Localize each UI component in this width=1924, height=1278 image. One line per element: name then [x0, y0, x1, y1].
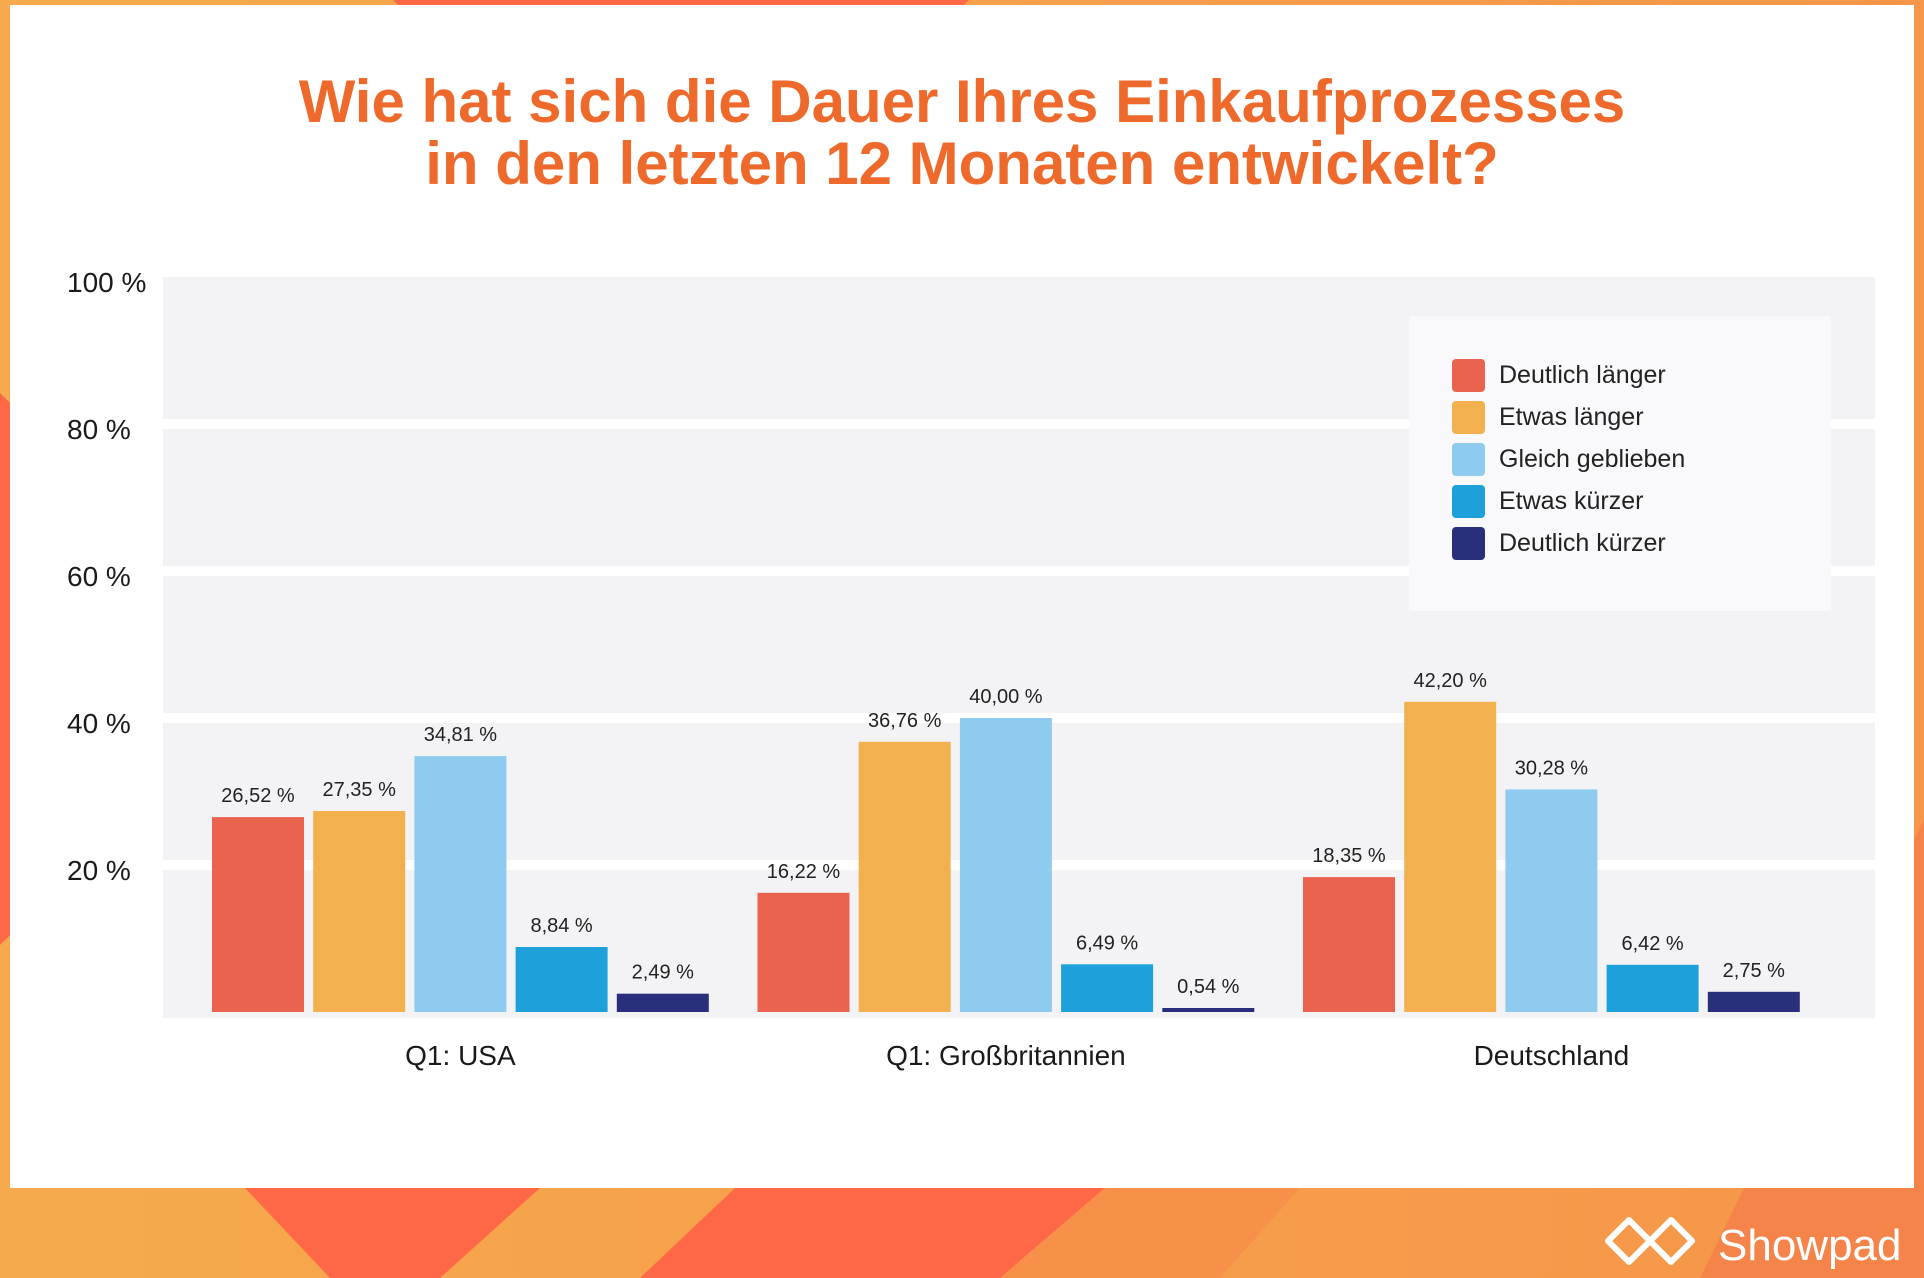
bar-q1-grossbritannien-deutlich-laenger — [757, 892, 850, 1012]
value-label-q1-usa-etwas-laenger: 27,35 % — [323, 779, 397, 801]
bars — [212, 701, 1800, 1012]
showpad-logo-icon — [1605, 1217, 1695, 1265]
legend-swatch-etwas-laenger — [1452, 400, 1485, 434]
legend-swatch-etwas-kuerzer — [1452, 484, 1485, 518]
footer-accent-left — [245, 1188, 540, 1278]
bar-q1-usa-gleich-geblieben — [414, 756, 507, 1012]
legend-item-etwas-kuerzer: Etwas kürzer — [1409, 480, 1831, 522]
legend-swatch-deutlich-laenger — [1452, 358, 1485, 392]
legend-label-deutlich-laenger: Deutlich länger — [1499, 360, 1666, 389]
y-tick-label-100: 100 % — [67, 267, 146, 298]
legend-swatch-deutlich-kuerzer — [1452, 526, 1485, 560]
brand-name: Showpad — [1718, 1221, 1902, 1270]
y-tick-label-40: 40 % — [67, 708, 131, 739]
bar-deutschland-etwas-laenger — [1404, 701, 1497, 1012]
bar-q1-grossbritannien-etwas-laenger — [858, 741, 951, 1012]
bar-deutschland-deutlich-laenger — [1303, 877, 1395, 1012]
gridline-60 — [163, 566, 1875, 576]
value-label-q1-grossbritannien-deutlich-kuerzer: 0,54 % — [1177, 976, 1239, 998]
legend-item-gleich-geblieben: Gleich geblieben — [1409, 438, 1831, 480]
bar-q1-grossbritannien-etwas-kuerzer — [1061, 964, 1154, 1012]
bar-q1-grossbritannien-gleich-geblieben — [959, 718, 1052, 1012]
legend-item-deutlich-kuerzer: Deutlich kürzer — [1409, 522, 1831, 564]
bar-q1-usa-deutlich-kuerzer — [616, 993, 709, 1012]
bar-deutschland-gleich-geblieben — [1505, 789, 1598, 1012]
legend-item-deutlich-laenger: Deutlich länger — [1409, 354, 1831, 396]
category-label-q1-grossbritannien: Q1: Großbritannien — [886, 1040, 1126, 1071]
bar-q1-usa-etwas-kuerzer — [515, 947, 608, 1012]
bar-deutschland-deutlich-kuerzer — [1707, 991, 1800, 1012]
value-label-q1-usa-deutlich-laenger: 26,52 % — [221, 785, 295, 807]
value-label-deutschland-etwas-laenger: 42,20 % — [1414, 670, 1488, 692]
value-label-q1-grossbritannien-etwas-laenger: 36,76 % — [868, 710, 942, 732]
value-label-q1-usa-etwas-kuerzer: 8,84 % — [530, 915, 592, 937]
value-label-q1-usa-gleich-geblieben: 34,81 % — [424, 724, 498, 746]
legend-label-etwas-laenger: Etwas länger — [1499, 402, 1644, 431]
chart-title: Wie hat sich die Dauer Ihres Einkaufproz… — [10, 71, 1914, 195]
legend-item-etwas-laenger: Etwas länger — [1409, 396, 1831, 438]
category-label-q1-usa: Q1: USA — [405, 1040, 516, 1071]
legend-label-deutlich-kuerzer: Deutlich kürzer — [1499, 528, 1666, 557]
legend-label-etwas-kuerzer: Etwas kürzer — [1499, 486, 1644, 515]
gridline-80 — [163, 419, 1875, 429]
value-label-q1-grossbritannien-gleich-geblieben: 40,00 % — [969, 686, 1043, 708]
value-label-deutschland-etwas-kuerzer: 6,42 % — [1621, 933, 1683, 955]
x-axis: Q1: USA Q1: Großbritannien Deutschland — [405, 1040, 1629, 1071]
footer-accent-middle — [640, 1188, 1105, 1278]
bar-deutschland-etwas-kuerzer — [1606, 964, 1699, 1012]
legend-swatch-gleich-geblieben — [1452, 442, 1485, 476]
bar-q1-usa-deutlich-laenger — [212, 817, 304, 1012]
category-label-deutschland: Deutschland — [1474, 1040, 1630, 1071]
value-label-deutschland-deutlich-kuerzer: 2,75 % — [1723, 960, 1785, 982]
value-labels: 26,52 % 27,35 % 34,81 % 8,84 % 2,49 % 16,22 %… — [221, 670, 1785, 998]
y-tick-label-20: 20 % — [67, 855, 131, 886]
bar-q1-grossbritannien-deutlich-kuerzer — [1162, 1008, 1255, 1012]
y-tick-label-80: 80 % — [67, 414, 131, 445]
value-label-deutschland-gleich-geblieben: 30,28 % — [1515, 757, 1589, 779]
bar-q1-usa-etwas-laenger — [313, 811, 406, 1012]
footer-accent-right — [1000, 1188, 1300, 1278]
value-label-q1-usa-deutlich-kuerzer: 2,49 % — [632, 962, 694, 984]
legend-label-gleich-geblieben: Gleich geblieben — [1499, 444, 1686, 473]
chart-title-line-1: Wie hat sich die Dauer Ihres Einkaufproz… — [298, 68, 1626, 135]
value-label-deutschland-deutlich-laenger: 18,35 % — [1312, 845, 1386, 867]
value-label-q1-grossbritannien-deutlich-laenger: 16,22 % — [767, 861, 841, 883]
y-axis: 100 % 80 % 60 % 40 % 20 % — [67, 267, 146, 886]
chart-title-line-2: in den letzten 12 Monaten entwickelt? — [425, 130, 1499, 197]
y-tick-label-60: 60 % — [67, 561, 131, 592]
value-label-q1-grossbritannien-etwas-kuerzer: 6,49 % — [1076, 932, 1138, 954]
legend: Deutlich länger Etwas länger Gleich gebl… — [1409, 316, 1831, 611]
